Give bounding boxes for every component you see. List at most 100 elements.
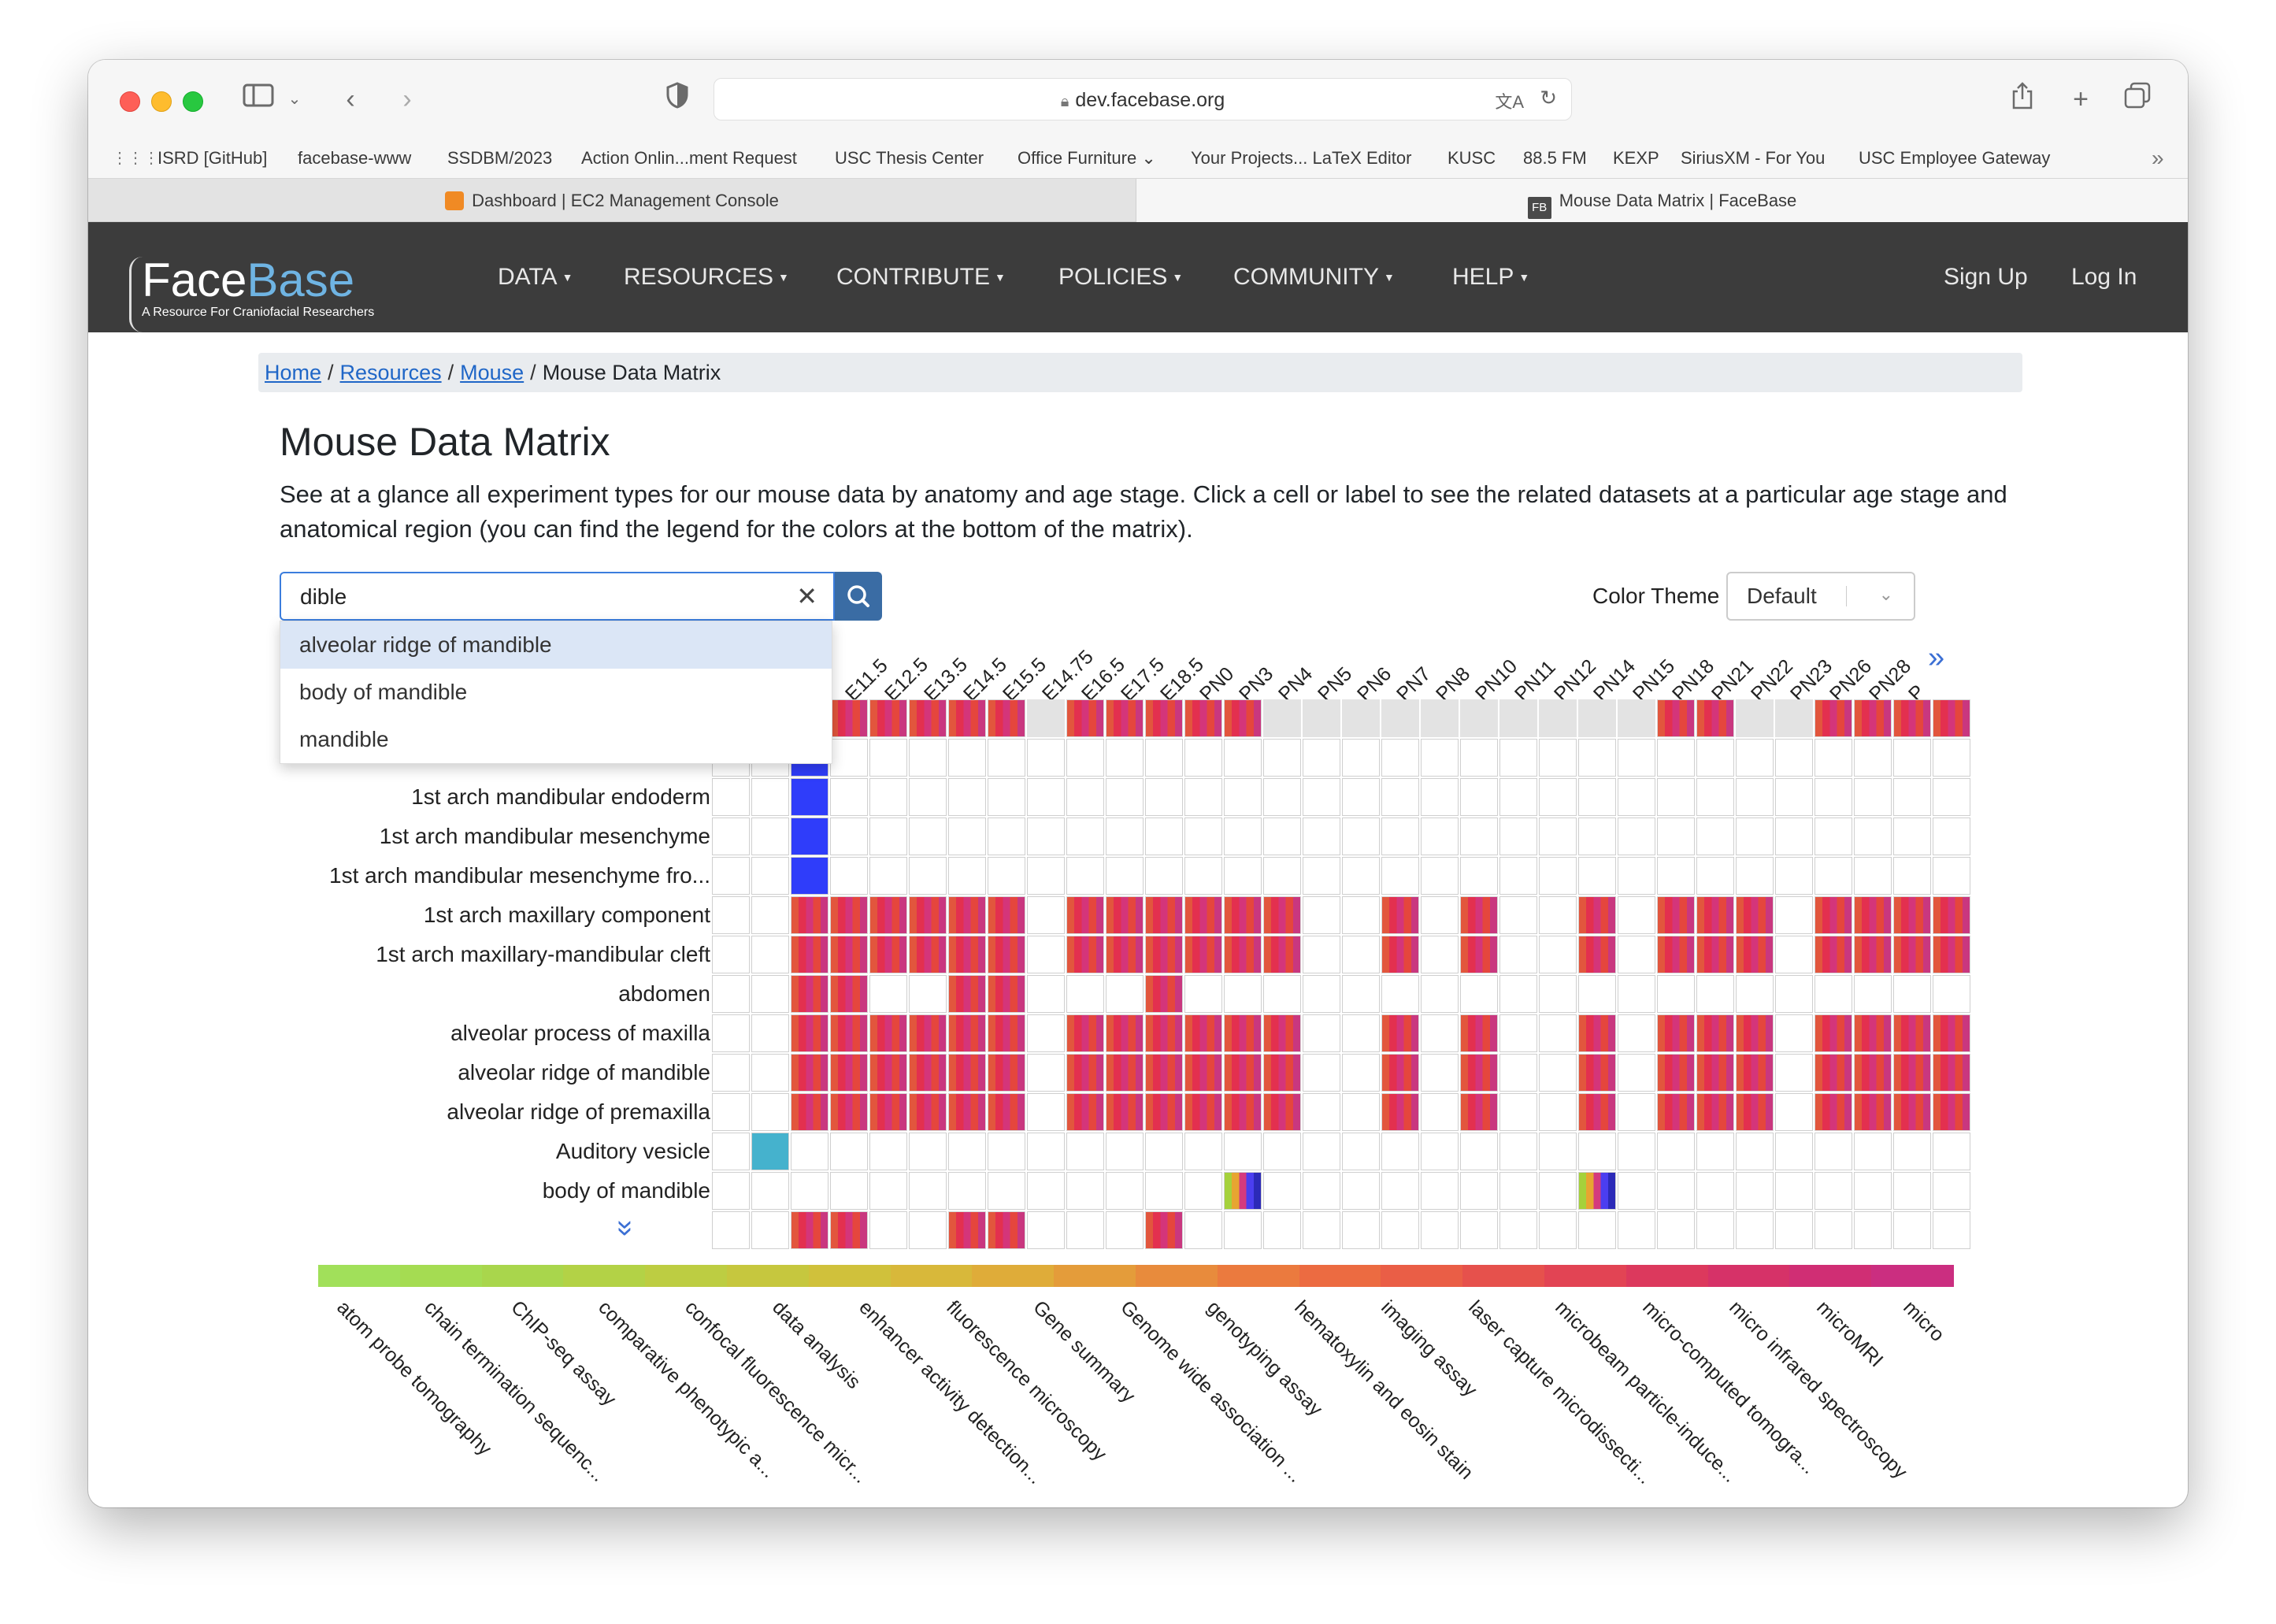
matrix-cell[interactable] (1421, 1014, 1459, 1052)
matrix-cell[interactable] (1184, 1133, 1222, 1170)
matrix-cell[interactable] (830, 975, 868, 1013)
matrix-cell[interactable] (948, 699, 986, 737)
tab-facebase[interactable]: FB Mouse Data Matrix | FaceBase (1136, 179, 2188, 222)
matrix-cell[interactable] (1342, 975, 1380, 1013)
matrix-cell[interactable] (1499, 1211, 1537, 1249)
matrix-cell[interactable] (988, 1172, 1025, 1210)
matrix-cell[interactable] (1381, 778, 1419, 816)
matrix-cell[interactable] (1736, 936, 1774, 973)
matrix-cell[interactable] (1933, 1133, 1970, 1170)
matrix-cell[interactable] (1657, 699, 1695, 737)
matrix-cell[interactable] (1460, 857, 1498, 895)
matrix-cell[interactable] (751, 1133, 789, 1170)
matrix-cell[interactable] (1460, 739, 1498, 777)
matrix-cell[interactable] (1224, 778, 1262, 816)
matrix-cell[interactable] (830, 896, 868, 934)
matrix-cell[interactable] (1893, 857, 1931, 895)
matrix-cell[interactable] (1145, 857, 1183, 895)
matrix-cell[interactable] (1027, 699, 1065, 737)
matrix-cell[interactable] (830, 1054, 868, 1092)
matrix-cell[interactable] (1893, 896, 1931, 934)
matrix-cell[interactable] (1224, 857, 1262, 895)
matrix-cell[interactable] (791, 778, 828, 816)
matrix-cell[interactable] (1539, 818, 1577, 855)
matrix-cell[interactable] (1145, 975, 1183, 1013)
matrix-cell[interactable] (791, 1054, 828, 1092)
column-label[interactable]: PN11 (1511, 656, 1560, 706)
matrix-cell[interactable] (1539, 1211, 1577, 1249)
matrix-cell[interactable] (1933, 1211, 1970, 1249)
matrix-cell[interactable] (830, 739, 868, 777)
facebase-logo[interactable]: FaceBase A Resource For Craniofacial Res… (129, 257, 374, 332)
matrix-cell[interactable] (1303, 936, 1340, 973)
matrix-cell[interactable] (948, 818, 986, 855)
matrix-cell[interactable] (1145, 936, 1183, 973)
matrix-cell[interactable] (1657, 857, 1695, 895)
matrix-cell[interactable] (1933, 1054, 1970, 1092)
matrix-cell[interactable] (1263, 1014, 1301, 1052)
double-chevron-down-icon[interactable]: » (610, 1219, 643, 1237)
matrix-cell[interactable] (1657, 1093, 1695, 1131)
matrix-cell[interactable] (1618, 1093, 1655, 1131)
double-chevron-right-icon[interactable]: » (1928, 641, 1945, 674)
matrix-cell[interactable] (1184, 739, 1222, 777)
matrix-cell[interactable] (1578, 1093, 1616, 1131)
matrix-cell[interactable] (830, 1211, 868, 1249)
matrix-cell[interactable] (1145, 1133, 1183, 1170)
matrix-cell[interactable] (1027, 1172, 1065, 1210)
matrix-cell[interactable] (1027, 896, 1065, 934)
matrix-cell[interactable] (1775, 975, 1813, 1013)
matrix-cell[interactable] (909, 857, 947, 895)
matrix-cell[interactable] (1027, 1014, 1065, 1052)
matrix-cell[interactable] (1263, 1211, 1301, 1249)
matrix-cell[interactable] (909, 1014, 947, 1052)
matrix-cell[interactable] (1696, 1133, 1734, 1170)
matrix-cell[interactable] (1263, 1054, 1301, 1092)
matrix-cell[interactable] (1263, 896, 1301, 934)
column-label[interactable]: PN22 (1747, 654, 1798, 706)
matrix-cell[interactable] (1303, 975, 1340, 1013)
matrix-cell[interactable] (1027, 778, 1065, 816)
matrix-cell[interactable] (1184, 1054, 1222, 1092)
matrix-cell[interactable] (909, 936, 947, 973)
matrix-cell[interactable] (1027, 1054, 1065, 1092)
matrix-cell[interactable] (909, 818, 947, 855)
translate-icon[interactable]: 文A (1495, 92, 1524, 112)
matrix-cell[interactable] (1933, 896, 1970, 934)
column-label[interactable]: PN21 (1707, 654, 1759, 706)
matrix-cell[interactable] (1066, 1014, 1104, 1052)
matrix-cell[interactable] (909, 896, 947, 934)
new-tab-icon[interactable]: + (2073, 84, 2089, 114)
anatomy-search-field[interactable]: ✕ (280, 572, 835, 621)
matrix-cell[interactable] (712, 1172, 750, 1210)
matrix-cell[interactable] (988, 857, 1025, 895)
matrix-cell[interactable] (1814, 936, 1852, 973)
matrix-cell[interactable] (1933, 936, 1970, 973)
matrix-cell[interactable] (1421, 1211, 1459, 1249)
matrix-cell[interactable] (1106, 1054, 1144, 1092)
matrix-cell[interactable] (1618, 1133, 1655, 1170)
matrix-cell[interactable] (791, 1014, 828, 1052)
row-label[interactable]: body of mandible (542, 1178, 710, 1203)
matrix-cell[interactable] (1696, 1093, 1734, 1131)
row-label[interactable]: alveolar process of maxilla (450, 1021, 710, 1045)
matrix-cell[interactable] (1263, 1172, 1301, 1210)
matrix-cell[interactable] (948, 936, 986, 973)
matrix-cell[interactable] (1342, 1172, 1380, 1210)
matrix-cell[interactable] (1854, 1054, 1892, 1092)
column-label[interactable]: E18.5 (1156, 653, 1209, 706)
matrix-cell[interactable] (988, 699, 1025, 737)
matrix-cell[interactable] (1263, 936, 1301, 973)
matrix-cell[interactable] (869, 739, 907, 777)
matrix-cell[interactable] (1854, 857, 1892, 895)
matrix-cell[interactable] (751, 778, 789, 816)
matrix-cell[interactable] (1657, 1054, 1695, 1092)
column-label[interactable]: PN10 (1471, 654, 1522, 706)
matrix-cell[interactable] (1775, 1172, 1813, 1210)
search-button[interactable] (835, 572, 882, 621)
matrix-cell[interactable] (1775, 1211, 1813, 1249)
matrix-cell[interactable] (1381, 857, 1419, 895)
matrix-cell[interactable] (751, 1054, 789, 1092)
share-icon[interactable] (2007, 82, 2038, 117)
matrix-cell[interactable] (1696, 936, 1734, 973)
